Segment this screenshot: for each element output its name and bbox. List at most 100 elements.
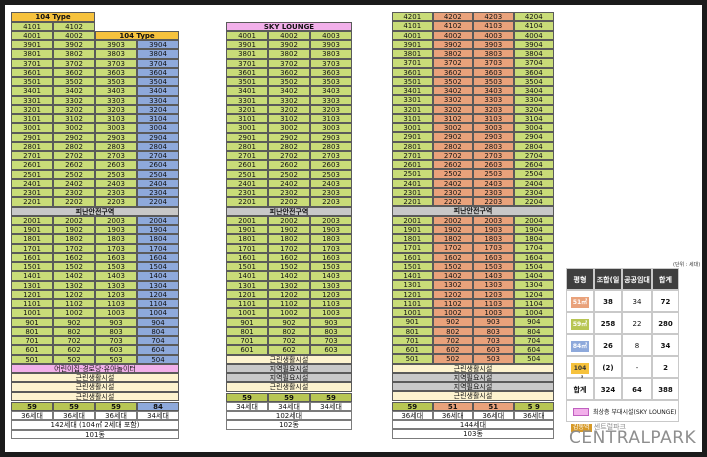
unit-cell: 2901 — [392, 132, 433, 142]
unit-cell: 2802 — [268, 141, 310, 151]
unit-cell: 1001 — [392, 308, 433, 318]
legend-type: 59㎡ — [566, 312, 594, 334]
unit-cell: 3302 — [268, 95, 310, 105]
unit-cell: 2702 — [432, 150, 473, 160]
unit-cell: 1202 — [53, 289, 95, 299]
unit-cell: 1203 — [95, 289, 137, 299]
unit-cell: 3502 — [268, 77, 310, 87]
unit-cell: 603 — [95, 345, 137, 355]
unit-cell: 2202 — [432, 197, 473, 207]
unit-cell: 1801 — [11, 234, 53, 244]
household-cell: 34세대 — [268, 401, 310, 411]
unit-cell: 3603 — [95, 67, 137, 77]
unit-cell: 902 — [53, 317, 95, 327]
unit-cell: 1303 — [310, 280, 352, 290]
unit-cell: 3801 — [11, 49, 53, 59]
unit-cell: 2603 — [310, 160, 352, 170]
unit-cell: 2601 — [392, 160, 433, 170]
size-cell: 59 — [11, 401, 53, 411]
unit-cell: 1403 — [310, 271, 352, 281]
unit-cell: 2203 — [95, 197, 137, 207]
unit-cell: 3401 — [226, 86, 268, 96]
unit-cell: 3003 — [310, 123, 352, 133]
unit-cell: 1601 — [226, 252, 268, 262]
unit-cell: 1703 — [310, 243, 352, 253]
unit-cell: 3503 — [95, 77, 137, 87]
unit-cell: 3604 — [513, 67, 554, 77]
unit-cell: 3001 — [11, 123, 53, 133]
unit-cell: 1402 — [432, 271, 473, 281]
unit-cell: 1203 — [310, 289, 352, 299]
unit-cell: 702 — [268, 336, 310, 346]
unit-cell: 3402 — [432, 86, 473, 96]
legend-value: 280 — [652, 312, 679, 334]
unit-cell: 2803 — [95, 141, 137, 151]
unit-cell: 802 — [432, 326, 473, 336]
unit-cell: 2602 — [432, 160, 473, 170]
unit-cell: 2402 — [53, 178, 95, 188]
unit-cell: 801 — [392, 326, 433, 336]
unit-cell: 802 — [53, 326, 95, 336]
unit-cell: 3702 — [268, 58, 310, 68]
unit-cell: 604 — [137, 345, 179, 355]
building-name: 102동 — [226, 420, 352, 430]
unit-cell: 2702 — [53, 151, 95, 161]
facility-row: 근린생활시설 — [392, 363, 554, 373]
unit-cell: 1901 — [392, 224, 433, 234]
unit-cell: 2301 — [226, 188, 268, 198]
size-cell: 59 — [53, 401, 95, 411]
unit-cell: 4001 — [11, 31, 53, 41]
unit-cell: 3504 — [513, 76, 554, 86]
unit-cell: 1201 — [392, 289, 433, 299]
unit-cell: 4002 — [432, 30, 473, 40]
unit-cell: 703 — [473, 335, 514, 345]
unit-cell: 602 — [53, 345, 95, 355]
unit-cell: 3802 — [268, 49, 310, 59]
unit-cell: 4004 — [513, 30, 554, 40]
household-cell: 36세대 — [432, 410, 473, 420]
unit-cell: 3101 — [226, 114, 268, 124]
unit-cell: 2703 — [95, 151, 137, 161]
unit-cell: 2202 — [268, 197, 310, 207]
size-cell: 5 9 — [513, 401, 554, 411]
unit-cell: 3901 — [226, 40, 268, 50]
unit-cell: 1104 — [137, 299, 179, 309]
centralpark-logo: CENTRALPARK — [569, 428, 697, 448]
unit-cell: 3301 — [11, 95, 53, 105]
unit-cell: 1202 — [268, 289, 310, 299]
unit-cell: 1502 — [268, 262, 310, 272]
unit-cell: 4102 — [53, 22, 95, 32]
unit-cell: 3704 — [137, 58, 179, 68]
unit-cell: 1503 — [310, 262, 352, 272]
unit-cell: 2601 — [226, 160, 268, 170]
unit-cell: 1401 — [226, 271, 268, 281]
unit-cell: 3201 — [226, 104, 268, 114]
unit-cell: 2904 — [513, 132, 554, 142]
unit-cell: 503 — [95, 354, 137, 364]
unit-cell: 3103 — [310, 114, 352, 124]
unit-cell: 3303 — [95, 95, 137, 105]
unit-cell: 1603 — [95, 252, 137, 262]
unit-cell: 3102 — [53, 114, 95, 124]
building-name: 103동 — [392, 429, 554, 439]
unit-cell: 3202 — [53, 104, 95, 114]
sky-lounge-swatch — [573, 408, 589, 416]
unit-cell: 2701 — [392, 150, 433, 160]
unit-cell: 2002 — [432, 215, 473, 225]
unit-cell: 2303 — [310, 188, 352, 198]
unit-cell: 701 — [11, 336, 53, 346]
unit-cell: 1101 — [392, 298, 433, 308]
unit-cell: 2003 — [95, 215, 137, 225]
facility-row: 근린생활시설 — [11, 382, 179, 392]
unit-cell: 3801 — [392, 49, 433, 59]
size-cell: 59 — [392, 401, 433, 411]
unit-cell: 2503 — [95, 169, 137, 179]
unit-cell: 1103 — [473, 298, 514, 308]
unit-cell: 2302 — [53, 188, 95, 198]
unit-cell: 3102 — [432, 113, 473, 123]
unit-cell: 502 — [53, 354, 95, 364]
facility-row: 지역필요시설 — [226, 363, 352, 373]
unit-cell: 3801 — [226, 49, 268, 59]
unit-cell: 4101 — [11, 22, 53, 32]
facility-row: 지역필요시설 — [392, 372, 554, 382]
